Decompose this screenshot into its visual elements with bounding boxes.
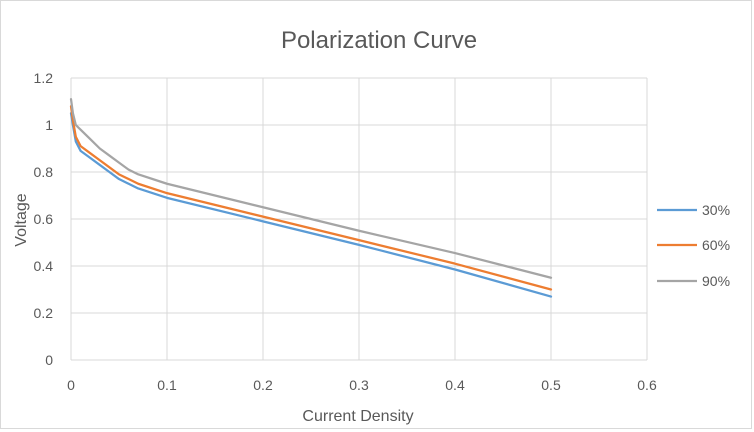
y-tick-label: 0.2 xyxy=(34,305,54,321)
x-axis-label: Current Density xyxy=(302,408,413,425)
y-tick-label: 1 xyxy=(45,117,53,133)
x-tick-label: 0.6 xyxy=(637,377,657,393)
series-lines xyxy=(69,98,553,298)
gridlines xyxy=(70,77,648,361)
y-tick-label: 1.2 xyxy=(34,70,54,86)
y-axis-label: Voltage xyxy=(13,193,30,246)
x-tick-label: 0.5 xyxy=(541,377,561,393)
legend-label-1: 30% xyxy=(702,202,730,218)
series-line-1 xyxy=(69,112,553,298)
series-line-3 xyxy=(69,98,553,279)
legend-label-2: 60% xyxy=(702,237,730,253)
y-axis-ticks: 0 0.2 0.4 0.6 0.8 1 1.2 xyxy=(34,70,54,368)
y-tick-label: 0 xyxy=(45,352,53,368)
x-tick-label: 0 xyxy=(67,377,75,393)
x-tick-label: 0.2 xyxy=(253,377,273,393)
x-tick-label: 0.4 xyxy=(445,377,465,393)
legend-label-3: 90% xyxy=(702,273,730,289)
y-tick-label: 0.4 xyxy=(34,258,54,274)
series-line-2 xyxy=(69,105,553,291)
chart-title: Polarization Curve xyxy=(281,27,477,54)
x-tick-label: 0.1 xyxy=(157,377,177,393)
legend: 30% 60% 90% xyxy=(657,202,730,289)
y-tick-label: 0.6 xyxy=(34,211,54,227)
y-tick-label: 0.8 xyxy=(34,164,54,180)
x-tick-label: 0.3 xyxy=(349,377,369,393)
x-axis-ticks: 0 0.1 0.2 0.3 0.4 0.5 0.6 xyxy=(67,377,657,393)
